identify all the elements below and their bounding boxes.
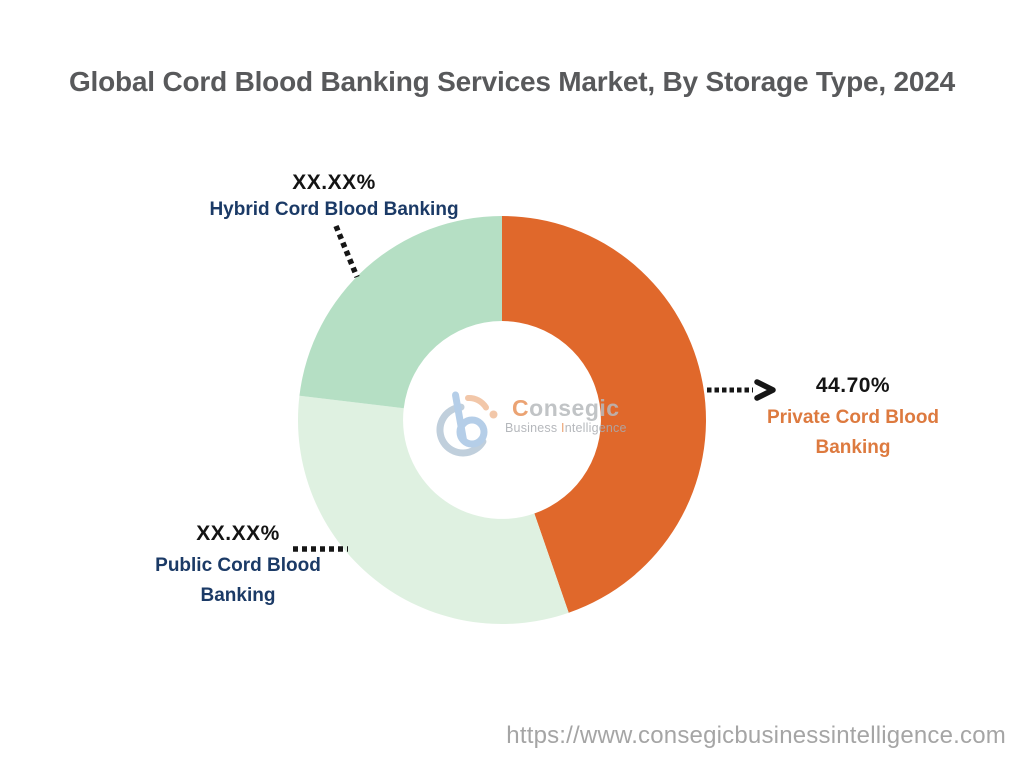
public-name: Public Cord Blood Banking [155, 555, 321, 606]
tagline-rest: ntelligence [564, 421, 627, 435]
brand-rest: onsegic [529, 395, 620, 421]
hybrid-name: Hybrid Cord Blood Banking [209, 199, 459, 220]
hybrid-value: XX.XX% [292, 171, 376, 194]
consegic-tagline: Business Intelligence [505, 421, 627, 436]
private-name: Private Cord Blood Banking [766, 407, 940, 458]
consegic-brand-name: Consegic [505, 396, 627, 420]
donut-segment-public-cord-blood-banking[interactable] [297, 395, 569, 624]
consegic-logo-icon [436, 391, 498, 457]
label-public-segment: XX.XX% Public Cord Blood Banking [144, 521, 332, 611]
tagline-pre: Business [505, 421, 561, 435]
donut-segment-hybrid-cord-blood-banking[interactable] [299, 216, 502, 409]
donut-segment-private-cord-blood-banking[interactable] [502, 216, 706, 613]
label-private-segment: 44.70% Private Cord Blood Banking [758, 372, 948, 463]
consegic-logo: Consegic Business Intelligence [436, 383, 627, 461]
donut-chart[interactable] [292, 210, 712, 630]
source-url: https://www.consegicbusinessintelligence… [506, 722, 1006, 749]
public-value: XX.XX% [196, 522, 280, 545]
tagline-accent: I [561, 421, 565, 435]
consegic-logo-text: Consegic Business Intelligence [505, 396, 627, 436]
private-value: 44.70% [815, 374, 891, 397]
chart-title: Global Cord Blood Banking Services Marke… [68, 66, 956, 97]
brand-initial: C [512, 395, 530, 421]
label-hybrid-segment: XX.XX% Hybrid Cord Blood Banking [184, 170, 484, 223]
